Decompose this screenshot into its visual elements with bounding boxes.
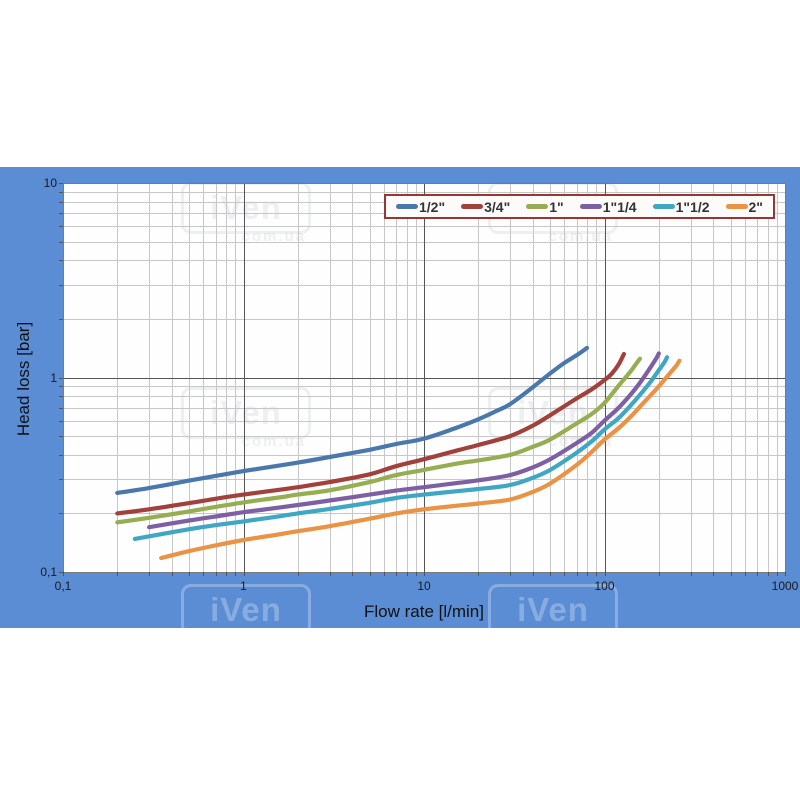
x-tick-label: 100 xyxy=(594,579,615,593)
y-axis-title: Head loss [bar] xyxy=(14,321,33,437)
legend-color-dash-icon xyxy=(725,204,748,209)
legend-color-dash-icon xyxy=(526,204,549,209)
legend-item-1-2: 1/2" xyxy=(396,200,445,214)
watermark: iVen com.ua xyxy=(181,584,311,647)
legend-color-dash-icon xyxy=(652,204,675,209)
x-tick-label: 10 xyxy=(417,579,431,593)
legend-item-1-1-2: 1"1/2 xyxy=(652,198,710,215)
legend: 1/2" 3/4" 1" 1"1/4 1"1/2 2" xyxy=(384,194,775,219)
watermark: iVen com.ua xyxy=(488,584,618,647)
legend-color-dash-icon xyxy=(579,204,602,209)
watermark-subtext: com.ua xyxy=(241,433,306,450)
legend-item-2: 2" xyxy=(725,198,763,215)
curve-1-2 xyxy=(115,345,590,495)
x-tick-label: 1 xyxy=(240,579,247,593)
watermark-text: iVen xyxy=(210,189,282,226)
watermark: iVen com.ua xyxy=(181,387,311,450)
y-tick-label: 1 xyxy=(50,370,57,385)
watermark-subtext: com.ua xyxy=(548,630,613,647)
axis-tick-marks xyxy=(59,183,786,576)
legend-item-1: 1" xyxy=(526,198,564,215)
watermark-subtext: com.ua xyxy=(241,630,306,647)
curve-2 xyxy=(159,358,682,561)
curve-1-1-4 xyxy=(147,351,661,530)
legend-color-dash-icon xyxy=(396,204,418,209)
data-curves xyxy=(115,345,682,561)
x-tick-label: 0,1 xyxy=(54,579,72,593)
legend-item-3-4: 3/4" xyxy=(461,200,510,214)
curve-3-4 xyxy=(115,351,626,516)
legend-item-label: 1"1/4 xyxy=(602,198,637,215)
watermark-text: iVen xyxy=(210,394,282,431)
x-tick-label: 1000 xyxy=(771,579,799,593)
legend-item-label: 1" xyxy=(549,198,564,215)
legend-color-dash-icon xyxy=(461,204,484,209)
y-tick-label: 10 xyxy=(43,176,57,190)
legend-item-label: 1"1/2 xyxy=(675,198,710,215)
x-axis-title: Flow rate [l/min] xyxy=(364,602,484,621)
legend-item-label: 1/2" xyxy=(419,198,446,215)
curve-1 xyxy=(115,356,642,525)
watermark-subtext: com.ua xyxy=(241,228,306,245)
y-tick-label: 0,1 xyxy=(40,565,57,579)
legend-item-label: 2" xyxy=(748,198,763,215)
watermark-text: iVen xyxy=(210,591,282,628)
curve-1-1-2 xyxy=(132,355,670,541)
watermark-text: iVen xyxy=(517,591,589,628)
legend-item-label: 3/4" xyxy=(484,198,511,215)
legend-item-1-1-4: 1"1/4 xyxy=(579,198,637,215)
